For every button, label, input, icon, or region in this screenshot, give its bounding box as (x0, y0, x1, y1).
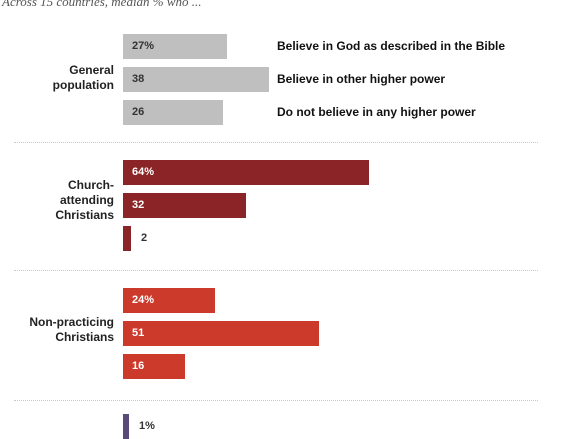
bar-value-g3-3: 16 (132, 360, 145, 372)
group-label-line: Non-practicing (29, 315, 114, 329)
group-divider-3 (14, 400, 538, 401)
bar-value-g4-1: 1% (139, 420, 155, 432)
bar-g3-1 (123, 288, 215, 313)
group-label-2: Church-attending Christians (4, 178, 114, 223)
group-label-line: Christians (55, 330, 114, 344)
legend-label-2: Believe in other higher power (277, 72, 446, 86)
bar-value-g3-2: 51 (132, 327, 145, 339)
bar-g3-2 (123, 321, 319, 346)
bar-value-g2-3: 2 (141, 232, 148, 244)
bar-g4-1 (123, 414, 129, 439)
legend-label-3: Do not believe in any higher power (277, 105, 476, 119)
bar-value-g1-2: 38 (132, 73, 145, 85)
bar-g3-3 (123, 354, 185, 379)
group-label-line: General (69, 63, 114, 77)
bar-g1-1 (123, 34, 227, 59)
group-label-line: population (52, 78, 114, 92)
bar-value-g2-1: 64% (132, 166, 155, 178)
group-divider-1 (14, 142, 538, 143)
bar-value-g1-1: 27% (132, 40, 155, 52)
group-label-line: Church- (68, 177, 114, 192)
bar-g2-3 (123, 226, 131, 251)
group-divider-2 (14, 270, 538, 271)
bar-g1-3 (123, 100, 223, 125)
legend-label-1: Believe in God as described in the Bible (277, 39, 506, 53)
group-label-1: General population (4, 63, 114, 93)
bar-g2-1 (123, 160, 369, 185)
bar-value-g1-3: 26 (132, 106, 145, 118)
bar-value-g3-1: 24% (132, 294, 155, 306)
group-label-line: attending (60, 192, 114, 207)
group-label-3: Non-practicing Christians (4, 315, 114, 345)
bar-g2-2 (123, 193, 246, 218)
chart-subtitle: Across 15 countries, median % who ... (2, 0, 202, 9)
bar-g1-2 (123, 67, 269, 92)
bar-value-g2-2: 32 (132, 199, 145, 211)
group-label-line: Christians (55, 207, 114, 222)
